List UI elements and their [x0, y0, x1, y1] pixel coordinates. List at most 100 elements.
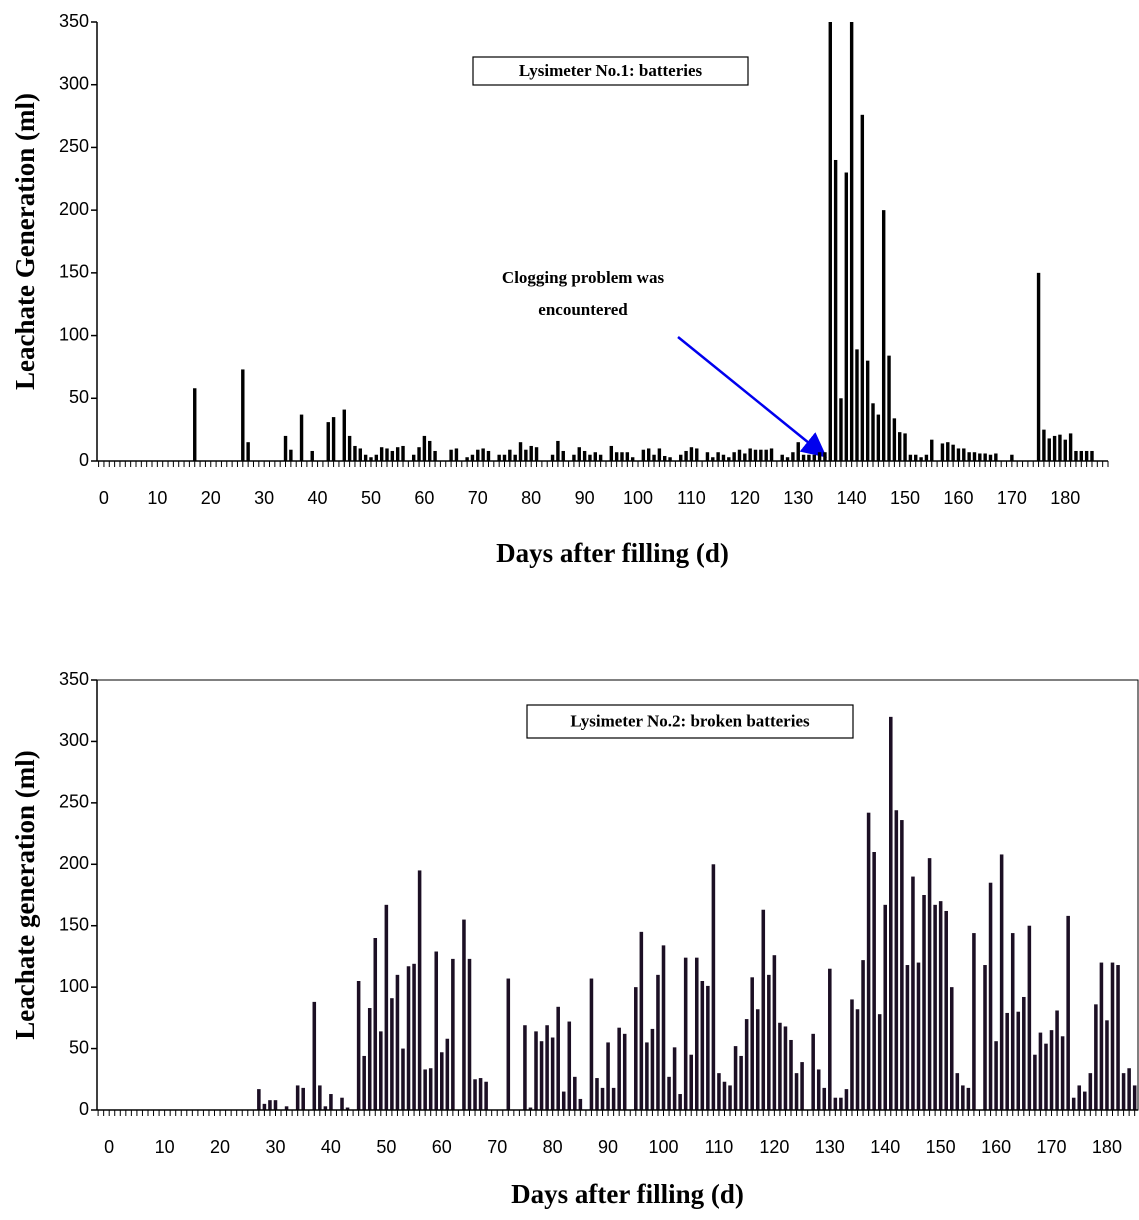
bar [1068, 433, 1073, 461]
x-tick-label: 110 [677, 488, 706, 508]
bar [908, 454, 913, 461]
bar [700, 981, 705, 1110]
x-tick-label: 0 [99, 488, 109, 508]
bar [524, 449, 528, 461]
bar [1036, 272, 1041, 461]
bar [988, 454, 993, 461]
bar [898, 432, 902, 461]
y-axis-title: Leachate Generation (ml) [10, 93, 40, 390]
annotation: encountered [538, 300, 628, 319]
bar [944, 910, 948, 1110]
x-tick-label: 50 [361, 488, 381, 508]
bar [1063, 439, 1067, 461]
bar [598, 454, 603, 461]
label-box-text: Lysimeter No.2: broken batteries [570, 711, 810, 730]
bar [241, 369, 245, 461]
y-axis-title: Leachate generation (ml) [10, 750, 40, 1039]
bar [1049, 1030, 1054, 1110]
y-tick-label: 300 [59, 730, 89, 750]
bar [486, 450, 491, 461]
bar [326, 422, 330, 461]
bar [938, 901, 943, 1110]
bar [652, 454, 656, 461]
bar [828, 22, 832, 461]
bar [561, 1091, 566, 1110]
bar [678, 1094, 682, 1110]
bar [900, 820, 904, 1110]
bar [561, 450, 565, 461]
bar [545, 1025, 549, 1110]
y-tick-label: 250 [59, 792, 89, 812]
bar [1127, 1068, 1131, 1110]
bar [1084, 450, 1089, 461]
bar [860, 114, 865, 462]
bar [577, 447, 581, 461]
bar [289, 449, 293, 461]
x-tick-label: 10 [155, 1137, 175, 1157]
x-tick-label: 60 [414, 488, 434, 508]
bar [817, 452, 822, 461]
bar [310, 450, 314, 461]
bar [667, 1076, 671, 1110]
bar [1044, 1043, 1048, 1110]
bar [268, 1100, 272, 1110]
bar [717, 1073, 721, 1110]
bar [739, 1055, 743, 1110]
bar [966, 1087, 971, 1110]
bar [390, 450, 395, 461]
bar [1077, 1085, 1082, 1110]
bar [539, 1041, 544, 1110]
bar [807, 454, 811, 461]
bar [951, 444, 955, 461]
bar [528, 1107, 533, 1110]
bar [573, 1076, 577, 1110]
bar [722, 1081, 727, 1110]
bar [877, 1014, 882, 1110]
bar [949, 987, 954, 1110]
bar [384, 904, 389, 1110]
bar [440, 1052, 444, 1110]
bar [894, 810, 899, 1110]
bar [872, 852, 876, 1110]
bar [513, 454, 517, 461]
bar [1105, 1020, 1109, 1110]
label-box [526, 704, 854, 739]
bar [246, 442, 250, 461]
bar [791, 452, 795, 461]
bar [881, 210, 886, 461]
bar [367, 1008, 372, 1110]
bar [839, 1097, 843, 1110]
bar [193, 388, 197, 461]
bar [476, 449, 480, 461]
bar [578, 1098, 583, 1110]
x-tick-label: 140 [837, 488, 867, 508]
bar [764, 449, 768, 461]
bar [502, 454, 507, 461]
bar [694, 957, 699, 1110]
bar [362, 1055, 366, 1110]
y-tick-label: 100 [59, 976, 89, 996]
bar [478, 1078, 483, 1110]
bar [706, 985, 710, 1110]
y-tick-label: 0 [79, 1099, 89, 1119]
bar [395, 974, 400, 1110]
x-tick-label: 170 [997, 488, 1027, 508]
x-tick-label: 120 [730, 488, 760, 508]
bar [839, 398, 843, 461]
bar [606, 1042, 610, 1110]
bar [1066, 915, 1070, 1110]
x-tick-label: 20 [210, 1137, 230, 1157]
x-tick-label: 160 [943, 488, 973, 508]
bar [506, 978, 511, 1110]
x-tick-label: 50 [376, 1137, 396, 1157]
bar [822, 1087, 827, 1110]
bar [801, 454, 806, 461]
bar [1042, 429, 1046, 461]
bar [892, 418, 897, 461]
bar [301, 1087, 305, 1110]
bar [876, 414, 881, 461]
bar [1088, 1073, 1093, 1110]
bar [833, 159, 838, 461]
bar [663, 455, 667, 461]
bar [828, 968, 832, 1110]
